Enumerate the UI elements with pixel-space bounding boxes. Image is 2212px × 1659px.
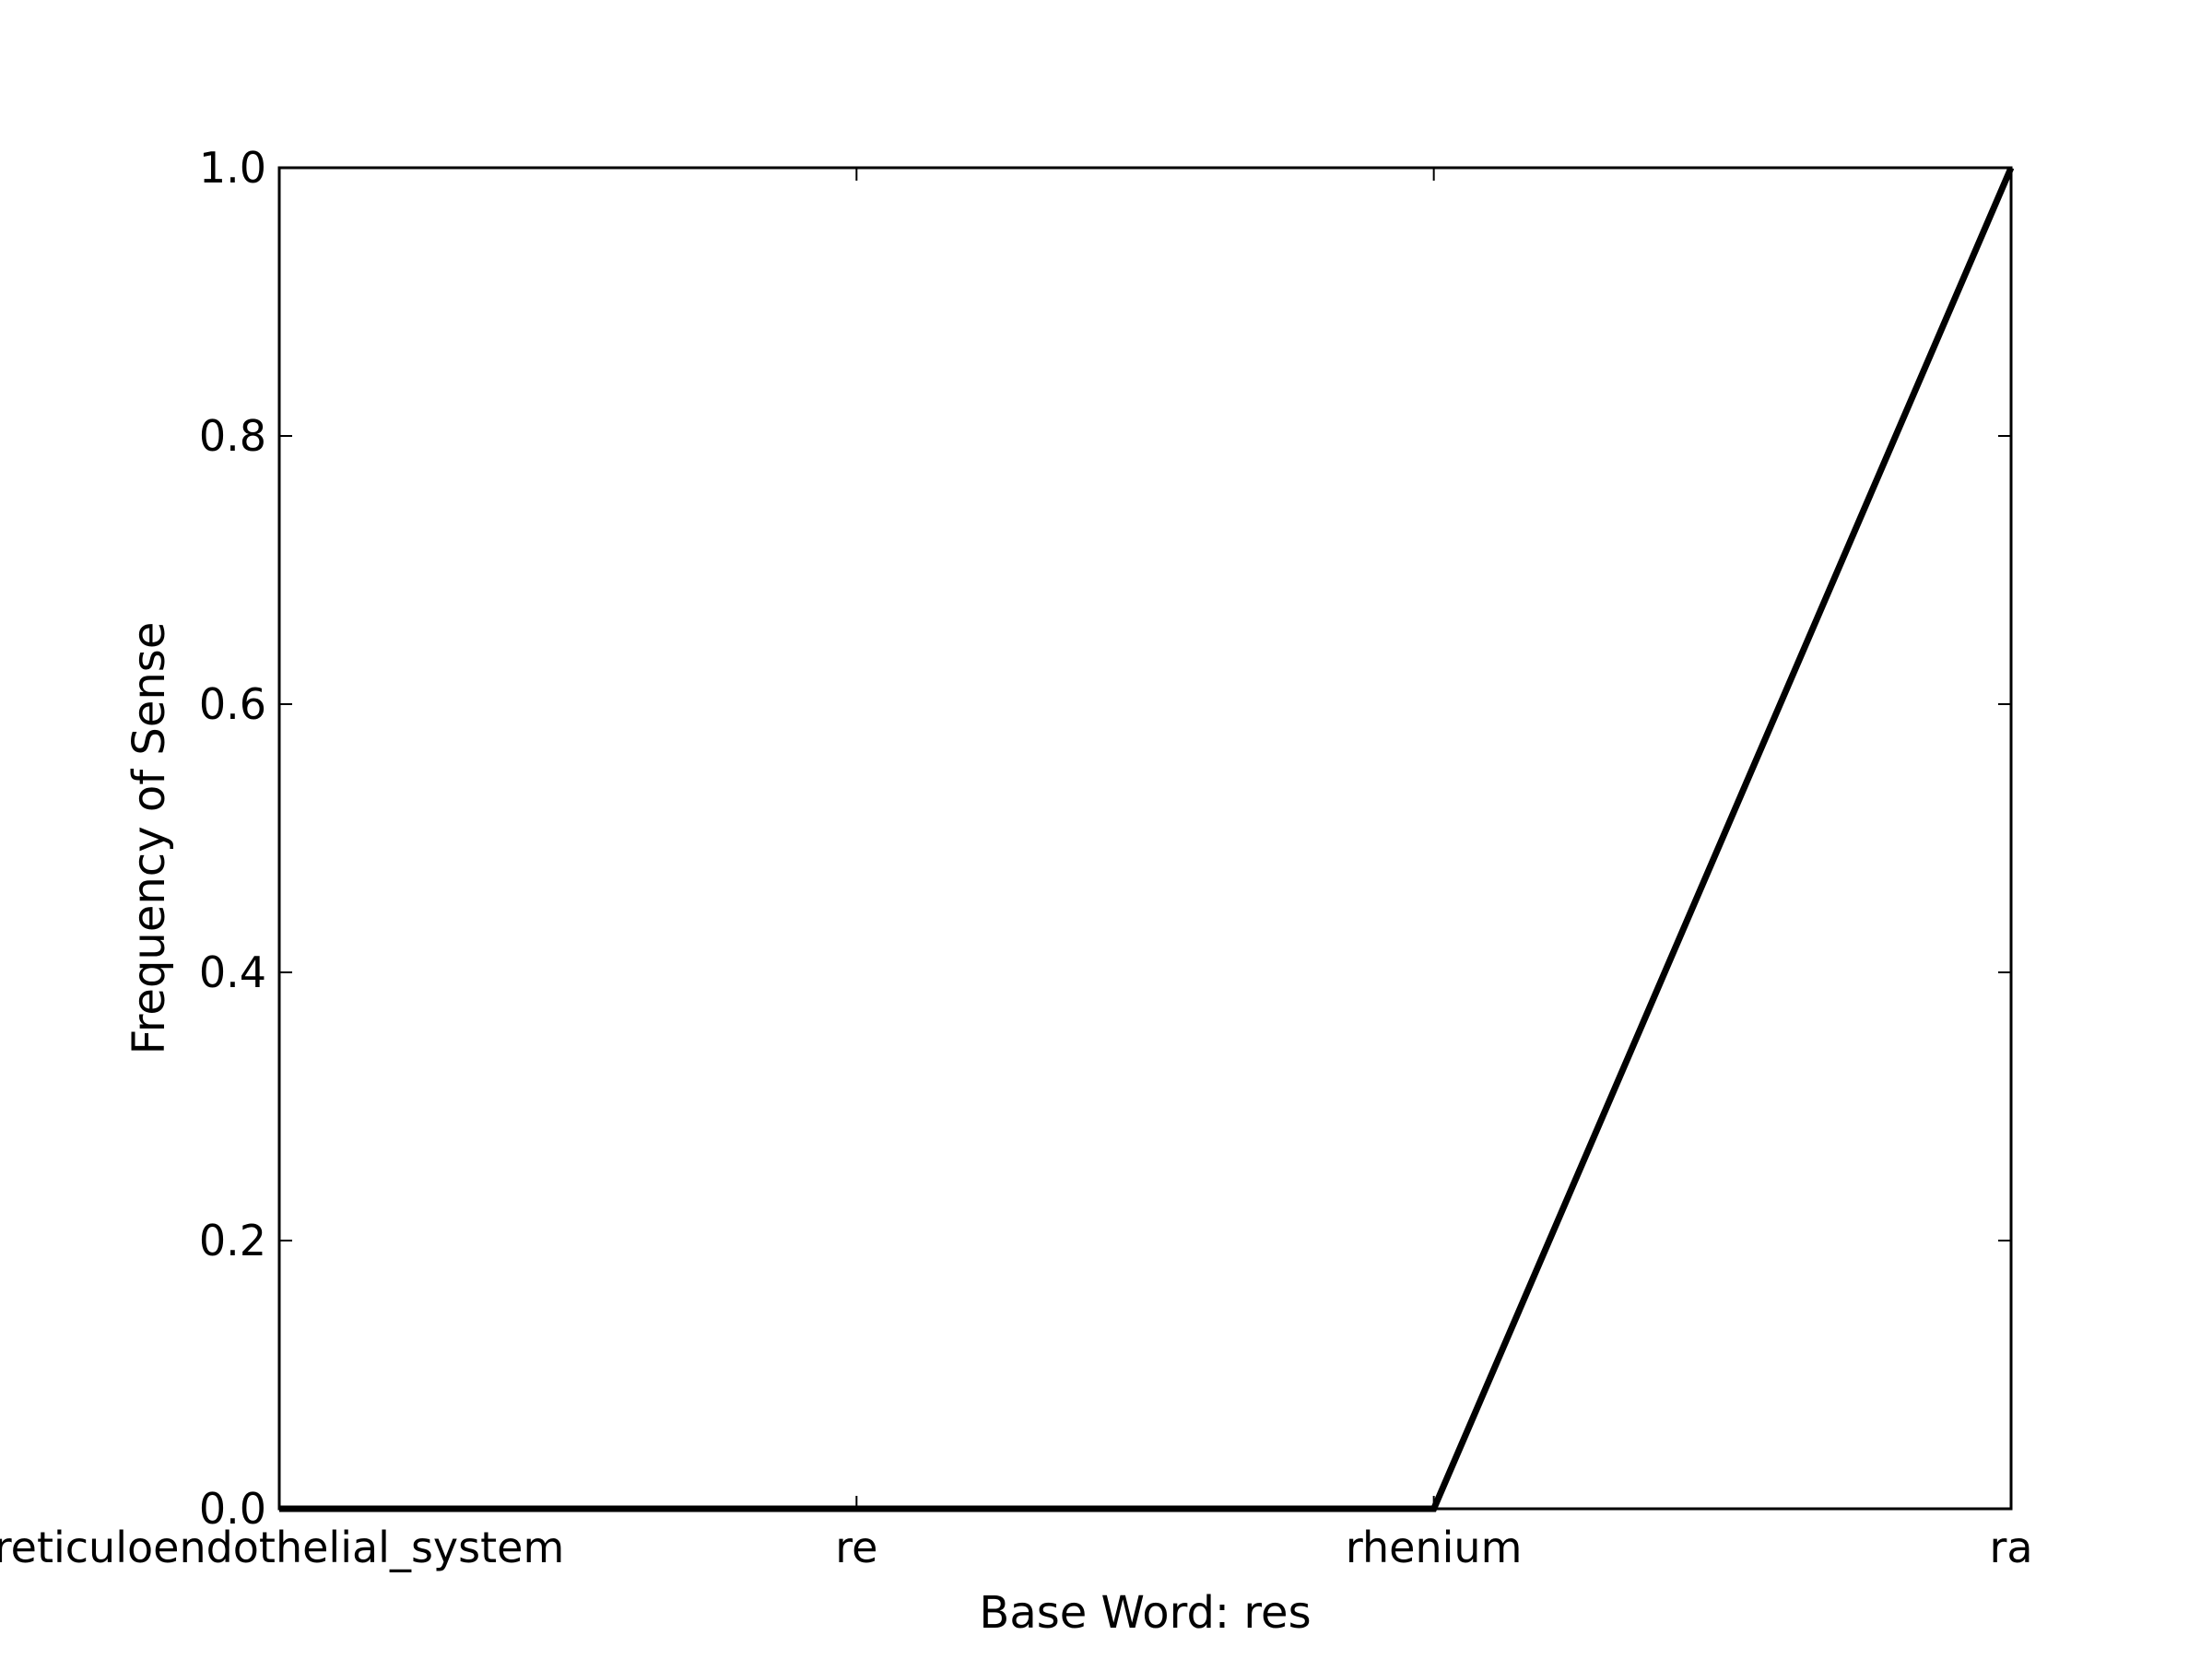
- y-tick-label: 0.4: [199, 947, 266, 997]
- y-tick-label: 0.6: [199, 679, 266, 729]
- labels-layer: 0.0 0.2 0.4 0.6 0.8 1.0 reticuloendothelial_sy…: [0, 143, 2033, 1572]
- y-axis-title: Frequency of Sense: [124, 622, 175, 1055]
- y-tick-label: 0.8: [199, 411, 266, 461]
- y-tick-label: 1.0: [199, 143, 266, 193]
- x-tick-label: reticuloendothelial_system: [0, 1523, 564, 1572]
- y-tick-label: 0.2: [199, 1216, 266, 1265]
- x-axis-title: Base Word: res: [979, 1587, 1311, 1639]
- y-tick-label: 0.0: [199, 1484, 266, 1534]
- x-tick-label: rhenium: [1346, 1523, 1522, 1572]
- x-tick-label: ra: [1989, 1523, 2032, 1572]
- x-tick-label: re: [835, 1523, 877, 1572]
- axes-frame: [277, 166, 2013, 1511]
